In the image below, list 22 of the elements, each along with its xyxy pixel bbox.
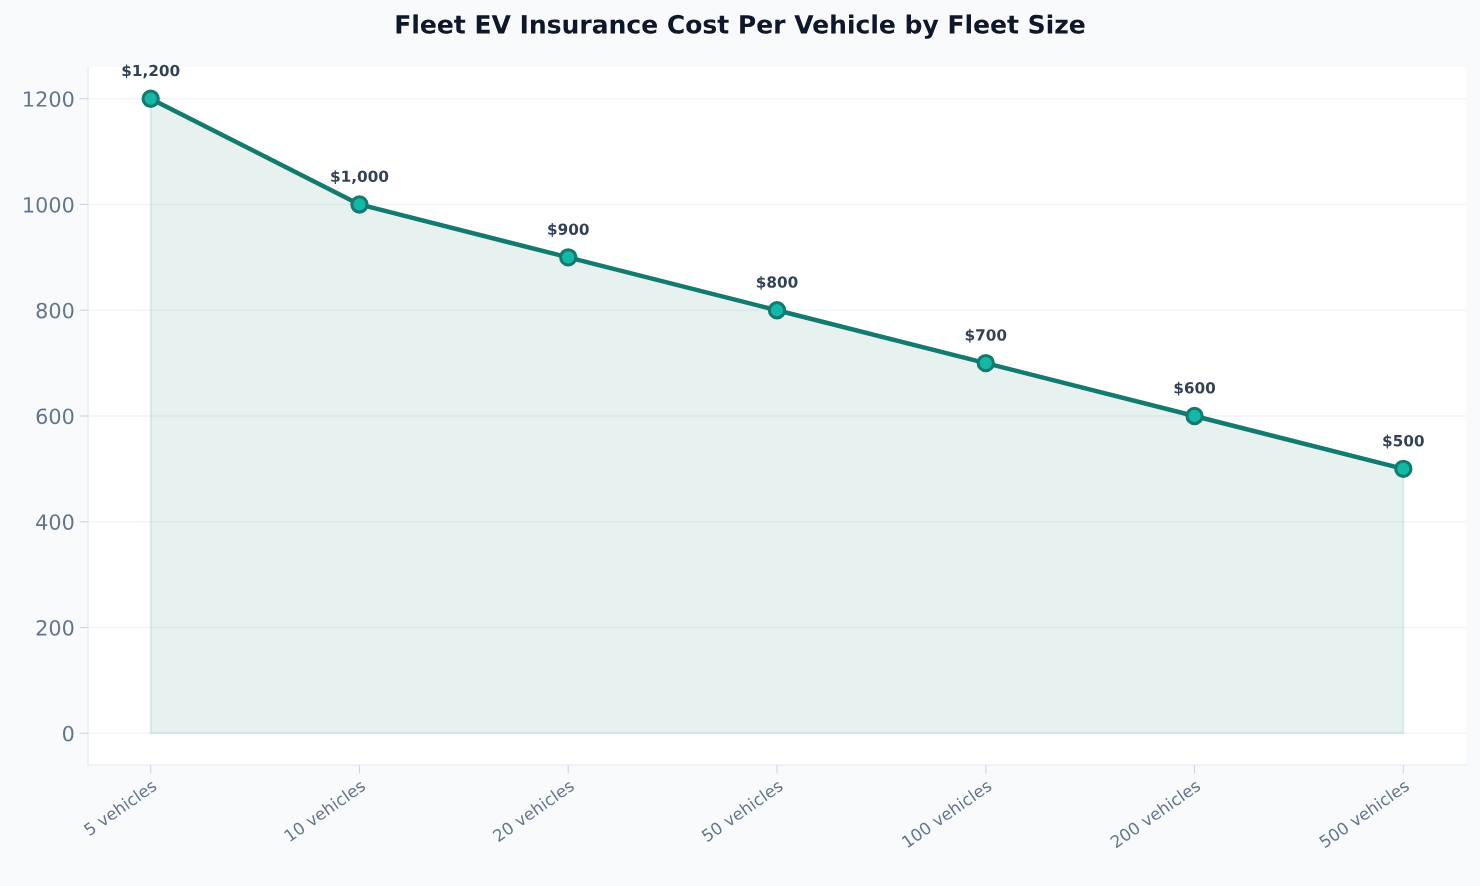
- point: [976, 353, 995, 373]
- y-tick-label: 0: [62, 725, 74, 742]
- data-label: $1,000: [331, 170, 389, 185]
- point: [141, 89, 160, 108]
- data-label: $900: [548, 223, 589, 237]
- data-label: $500: [1383, 434, 1424, 449]
- y-tick-label: 600: [36, 408, 74, 425]
- data-label: $700: [965, 328, 1007, 343]
- y-tick-label: 800: [36, 302, 74, 319]
- y-tick-label: 1200: [24, 91, 74, 107]
- point: [1185, 406, 1204, 426]
- data-label: $600: [1174, 381, 1216, 396]
- y-tick-label: 400: [36, 514, 74, 530]
- point: [559, 248, 578, 267]
- point: [767, 301, 787, 320]
- chart-title: Fleet EV Insurance Cost Per Vehicle by Fleet Size: [396, 14, 1085, 39]
- data-label: $800: [756, 275, 798, 290]
- point: [350, 195, 369, 214]
- point: [1394, 459, 1413, 479]
- data-label: $1,200: [122, 64, 180, 79]
- y-tick-label: 200: [36, 619, 74, 636]
- y-tick-label: 1000: [24, 196, 74, 213]
